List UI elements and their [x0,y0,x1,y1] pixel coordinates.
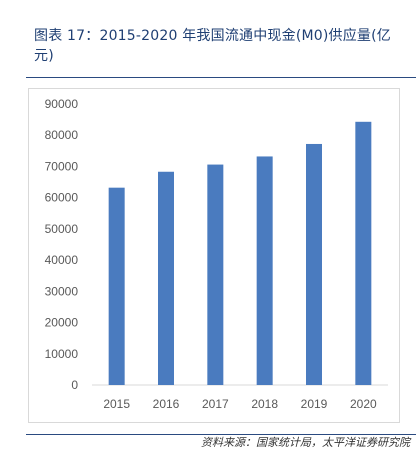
bar-2020 [355,121,372,385]
bar-chart: 0 10000 20000 30000 40000 50000 60000 70000 8000… [45,97,388,411]
y-tick-label: 50000 [45,222,79,236]
bar-2018 [256,156,273,385]
y-tick-label: 10000 [45,347,79,361]
y-tick-label: 20000 [45,316,79,330]
x-tick-label: 2020 [350,397,377,411]
bar-2017 [207,164,224,385]
chart-frame [28,88,400,423]
y-tick-label: 0 [71,378,78,392]
y-tick-label: 30000 [45,284,79,298]
y-tick-label: 40000 [45,253,79,267]
y-tick-label: 80000 [45,128,79,142]
x-tick-label: 2017 [202,397,229,411]
footer-divider [26,434,416,435]
figure-title: 图表 17：2015-2020 年我国流通中现金(M0)供应量(亿元) [34,28,391,64]
y-tick-label: 60000 [45,191,79,205]
source-note: 资料来源：国家统计局，太平洋证券研究院 [201,436,410,449]
bar-2015 [108,187,125,385]
x-tick-label: 2016 [153,397,180,411]
y-tick-label: 70000 [45,159,79,173]
title-divider [26,77,416,78]
x-tick-label: 2015 [103,397,130,411]
y-tick-label: 90000 [45,97,79,111]
x-tick-label: 2018 [251,397,278,411]
bar-2019 [306,143,322,385]
bar-2016 [158,171,174,385]
x-tick-label: 2019 [301,397,328,411]
